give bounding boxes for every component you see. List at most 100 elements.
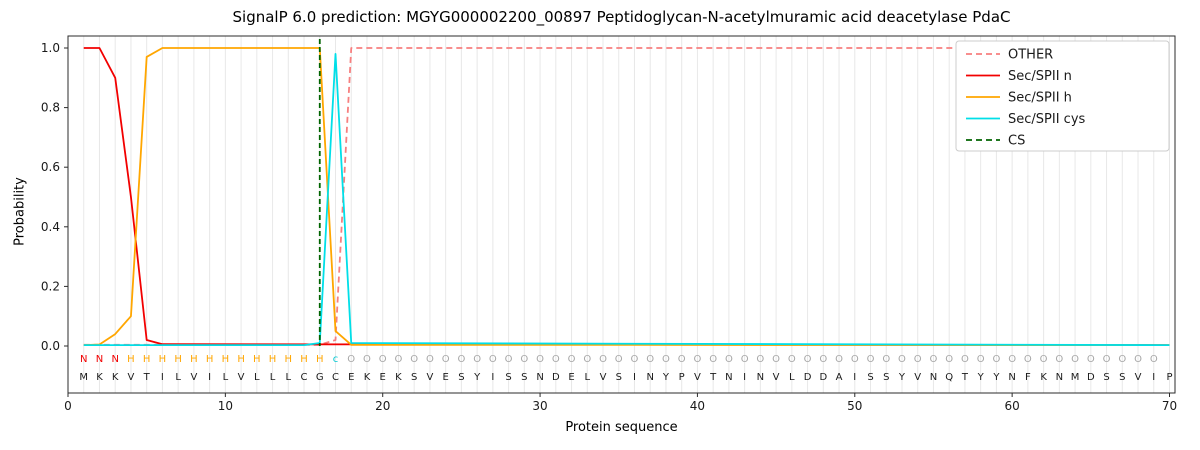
residue-letter: I [853, 372, 856, 383]
residue-letter: K [96, 372, 103, 383]
residue-state-label: O [552, 354, 560, 365]
residue-letter: V [190, 372, 197, 383]
residue-letter: T [709, 372, 717, 383]
residue-letter: S [505, 372, 511, 383]
residue-state-label: H [127, 354, 135, 365]
residue-letter: V [914, 372, 921, 383]
residue-state-label: O [992, 354, 1000, 365]
residue-letter: K [364, 372, 371, 383]
x-tick-label: 70 [1162, 399, 1177, 413]
residue-state-label: H [206, 354, 214, 365]
residue-state-label: O [1071, 354, 1079, 365]
residue-state-label: O [426, 354, 434, 365]
residue-state-label: O [678, 354, 686, 365]
residue-letter: I [633, 372, 636, 383]
residue-letter: L [584, 372, 590, 383]
residue-letter: K [112, 372, 119, 383]
residue-letter: L [223, 372, 229, 383]
residue-state-label: O [520, 354, 528, 365]
residue-letter: N [1056, 372, 1063, 383]
residue-letter: G [316, 372, 324, 383]
residue-letter: L [789, 372, 795, 383]
legend-box [955, 40, 1170, 152]
residue-state-label: O [1055, 354, 1063, 365]
plot-border [67, 35, 1176, 394]
x-tick-label: 60 [1004, 399, 1019, 413]
residue-state-label: O [772, 354, 780, 365]
residue-letter: V [1135, 372, 1142, 383]
residue-letter: D [819, 372, 827, 383]
residue-state-label: O [662, 354, 670, 365]
residue-letter: N [1008, 372, 1015, 383]
x-tick-label: 10 [218, 399, 233, 413]
residue-letter: T [961, 372, 969, 383]
residue-state-label: O [851, 354, 859, 365]
residue-letter: Y [473, 372, 481, 383]
y-tick-label: 0.8 [41, 101, 60, 115]
residue-state-label: O [631, 354, 639, 365]
residue-letter: E [380, 372, 386, 383]
residue-state-label: O [410, 354, 418, 365]
x-tick-label: 20 [375, 399, 390, 413]
chart-title: SignalP 6.0 prediction: MGYG000002200_00… [232, 8, 1011, 26]
residue-letter: S [883, 372, 889, 383]
residue-letter: N [757, 372, 764, 383]
residue-state-label: N [111, 354, 118, 365]
residue-letter: K [395, 372, 402, 383]
residue-state-label: O [457, 354, 465, 365]
residue-letter: A [836, 372, 843, 383]
legend-label: Sec/SPII n [1008, 69, 1072, 84]
residue-letter: S [521, 372, 527, 383]
residue-letter: V [128, 372, 135, 383]
residue-letter: V [426, 372, 433, 383]
residue-letter: N [536, 372, 543, 383]
legend-label: Sec/SPII cys [1008, 112, 1086, 127]
residue-letter: S [867, 372, 873, 383]
residue-state-label: O [882, 354, 890, 365]
residue-state-label: O [741, 354, 749, 365]
residue-state-label: O [583, 354, 591, 365]
residue-letter: Y [977, 372, 985, 383]
residue-letter: V [600, 372, 607, 383]
residue-letter: S [458, 372, 464, 383]
residue-state-label: O [756, 354, 764, 365]
y-tick-label: 0.2 [41, 279, 60, 293]
x-axis-label: Protein sequence [565, 420, 678, 435]
residue-state-label: O [646, 354, 654, 365]
residue-state-label: O [709, 354, 717, 365]
residue-state-label: O [615, 354, 623, 365]
residue-letter: E [442, 372, 448, 383]
residue-letter: Y [992, 372, 1000, 383]
x-tick-label: 30 [532, 399, 547, 413]
residue-letter: L [254, 372, 260, 383]
residue-state-label: O [804, 354, 812, 365]
residue-state-label: O [536, 354, 544, 365]
residue-letter: D [552, 372, 560, 383]
residue-letter: I [491, 372, 494, 383]
residue-letter: P [679, 372, 685, 383]
residue-state-label: O [867, 354, 875, 365]
residue-state-label: O [930, 354, 938, 365]
residue-state-label: H [237, 354, 245, 365]
residue-state-label: O [1087, 354, 1095, 365]
y-tick-label: 0.6 [41, 160, 60, 174]
residue-letter: N [930, 372, 937, 383]
residue-letter: S [1103, 372, 1109, 383]
residue-letter: S [1119, 372, 1125, 383]
residue-state-label: O [788, 354, 796, 365]
residue-letter: M [1071, 372, 1080, 383]
y-tick-label: 1.0 [41, 41, 60, 55]
residue-letter: P [1166, 372, 1172, 383]
residue-letter: V [773, 372, 780, 383]
residue-state-label: O [898, 354, 906, 365]
x-tick-label: 40 [690, 399, 705, 413]
residue-letter: N [646, 372, 653, 383]
residue-letter: D [804, 372, 812, 383]
residue-state-label: O [395, 354, 403, 365]
residue-letter: Y [662, 372, 670, 383]
residue-state-label: H [222, 354, 230, 365]
legend-label: OTHER [1008, 48, 1053, 63]
residue-state-label: O [1024, 354, 1032, 365]
residue-letter: L [175, 372, 181, 383]
residue-state-label: O [1008, 354, 1016, 365]
